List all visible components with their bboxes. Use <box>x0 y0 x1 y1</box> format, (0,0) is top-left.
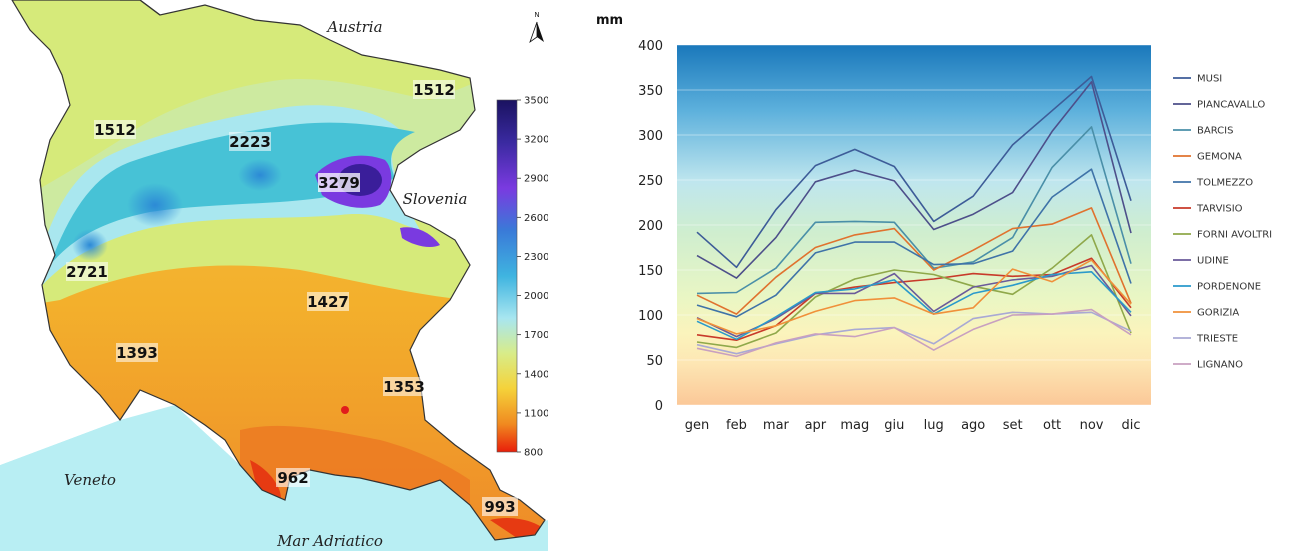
value-label: 1393 <box>116 343 158 362</box>
colorbar-tick-label: 800 <box>524 448 543 459</box>
x-tick-label: apr <box>805 418 827 433</box>
map-svg: N Austria Slovenia Veneto Mar Adriatico … <box>0 0 548 551</box>
y-tick-label: 150 <box>638 264 663 279</box>
series-lines <box>696 75 1132 358</box>
colorbar-tick-label: 2900 <box>524 174 548 185</box>
label-veneto: Veneto <box>64 471 116 489</box>
value-label: 1427 <box>307 292 349 311</box>
value-label: 3279 <box>318 173 360 192</box>
x-tick-label: gen <box>685 418 710 433</box>
y-unit-label: mm <box>596 13 623 28</box>
series-line <box>696 81 1132 279</box>
colorbar-tick-label: 1100 <box>524 408 548 419</box>
x-tick-label: ago <box>961 418 985 433</box>
svg-text:1512: 1512 <box>94 121 136 139</box>
legend-entry: LIGNANO <box>1197 360 1243 371</box>
colorbar-tick-label: 3200 <box>524 135 548 146</box>
series-line <box>696 270 1132 341</box>
legend-entry: GEMONA <box>1197 152 1242 163</box>
x-tick-label: lug <box>924 418 944 433</box>
svg-text:962: 962 <box>277 469 308 487</box>
y-tick-label: 200 <box>638 219 663 234</box>
x-tick-label: feb <box>726 418 747 433</box>
series-line <box>696 308 1132 358</box>
svg-text:1512: 1512 <box>413 81 455 99</box>
y-tick-label: 400 <box>638 39 663 54</box>
legend-entry: TARVISIO <box>1196 204 1243 215</box>
x-tick-label: mag <box>840 418 869 433</box>
value-label: 2721 <box>66 262 108 281</box>
series-line <box>696 168 1132 318</box>
colorbar-ticks: 3500 3200 2900 2600 2300 2000 1700 1400 1100 800 <box>517 96 548 459</box>
label-sea: Mar Adriatico <box>276 532 383 550</box>
series-line <box>696 126 1132 295</box>
y-tick-label: 250 <box>638 174 663 189</box>
colorbar-tick-label: 1700 <box>524 330 548 341</box>
series-line <box>696 259 1132 335</box>
svg-text:1393: 1393 <box>116 344 158 362</box>
y-axis-ticks: 0 50 100 150 200 250 300 350 400 <box>638 39 663 414</box>
svg-text:3279: 3279 <box>318 174 360 192</box>
series-line <box>696 234 1132 349</box>
series-line <box>696 207 1132 315</box>
label-austria: Austria <box>325 18 382 36</box>
precipitation-map: N Austria Slovenia Veneto Mar Adriatico … <box>0 0 548 551</box>
value-label: 1353 <box>383 377 425 396</box>
x-tick-label: ott <box>1043 418 1061 433</box>
legend-entry: PIANCAVALLO <box>1197 100 1265 111</box>
y-tick-label: 50 <box>646 354 663 369</box>
label-slovenia: Slovenia <box>403 190 468 208</box>
colorbar-tick-label: 2600 <box>524 213 548 224</box>
y-tick-label: 100 <box>638 309 663 324</box>
series-line <box>696 75 1132 269</box>
svg-text:1427: 1427 <box>307 293 349 311</box>
rainfall-line-chart: mm 0 50 100 150 200 250 300 350 400 gen feb mar apr… <box>560 0 1293 551</box>
y-tick-label: 350 <box>638 84 663 99</box>
svg-text:2721: 2721 <box>66 263 108 281</box>
x-tick-label: mar <box>763 418 790 433</box>
legend: MUSI PIANCAVALLO BARCIS GEMONA TOLMEZZO TARVI… <box>1173 74 1272 371</box>
legend-entry: MUSI <box>1197 74 1222 85</box>
svg-text:2223: 2223 <box>229 133 271 151</box>
x-tick-label: nov <box>1080 418 1104 433</box>
colorbar-tick-label: 3500 <box>524 96 548 107</box>
series-line <box>696 257 1132 342</box>
x-tick-label: giu <box>884 418 904 433</box>
x-tick-label: dic <box>1121 418 1140 433</box>
city-marker <box>341 406 349 414</box>
north-arrow: N <box>529 11 544 44</box>
svg-text:1353: 1353 <box>383 378 425 396</box>
y-tick-label: 0 <box>655 399 663 414</box>
chart-svg: mm 0 50 100 150 200 250 300 350 400 gen feb mar apr… <box>596 13 1272 433</box>
value-label: 1512 <box>94 120 136 139</box>
value-label: 1512 <box>413 80 455 99</box>
legend-entry: GORIZIA <box>1197 308 1239 319</box>
svg-text:993: 993 <box>484 498 515 516</box>
legend-entry: TRIESTE <box>1196 334 1238 345</box>
value-label: 962 <box>276 468 310 487</box>
colorbar-tick-label: 2300 <box>524 252 548 263</box>
x-axis-ticks: gen feb mar apr mag giu lug ago set ott nov dic <box>685 418 1141 433</box>
x-tick-label: set <box>1003 418 1023 433</box>
legend-entry: FORNI AVOLTRI <box>1197 230 1272 241</box>
value-labels: 1512 1512 2223 3279 2721 1427 <box>66 80 518 516</box>
y-tick-label: 300 <box>638 129 663 144</box>
value-label: 993 <box>482 497 518 516</box>
colorbar-tick-label: 2000 <box>524 291 548 302</box>
value-label: 2223 <box>229 132 271 151</box>
svg-text:N: N <box>534 11 539 19</box>
legend-entry: PORDENONE <box>1197 282 1261 293</box>
colorbar: 3500 3200 2900 2600 2300 2000 1700 1400 1100 800 <box>492 90 548 460</box>
legend-entry: BARCIS <box>1197 126 1233 137</box>
gridlines <box>677 44 1151 406</box>
legend-entry: TOLMEZZO <box>1196 178 1253 189</box>
colorbar-tick-label: 1400 <box>524 369 548 380</box>
legend-entry: UDINE <box>1197 256 1229 267</box>
